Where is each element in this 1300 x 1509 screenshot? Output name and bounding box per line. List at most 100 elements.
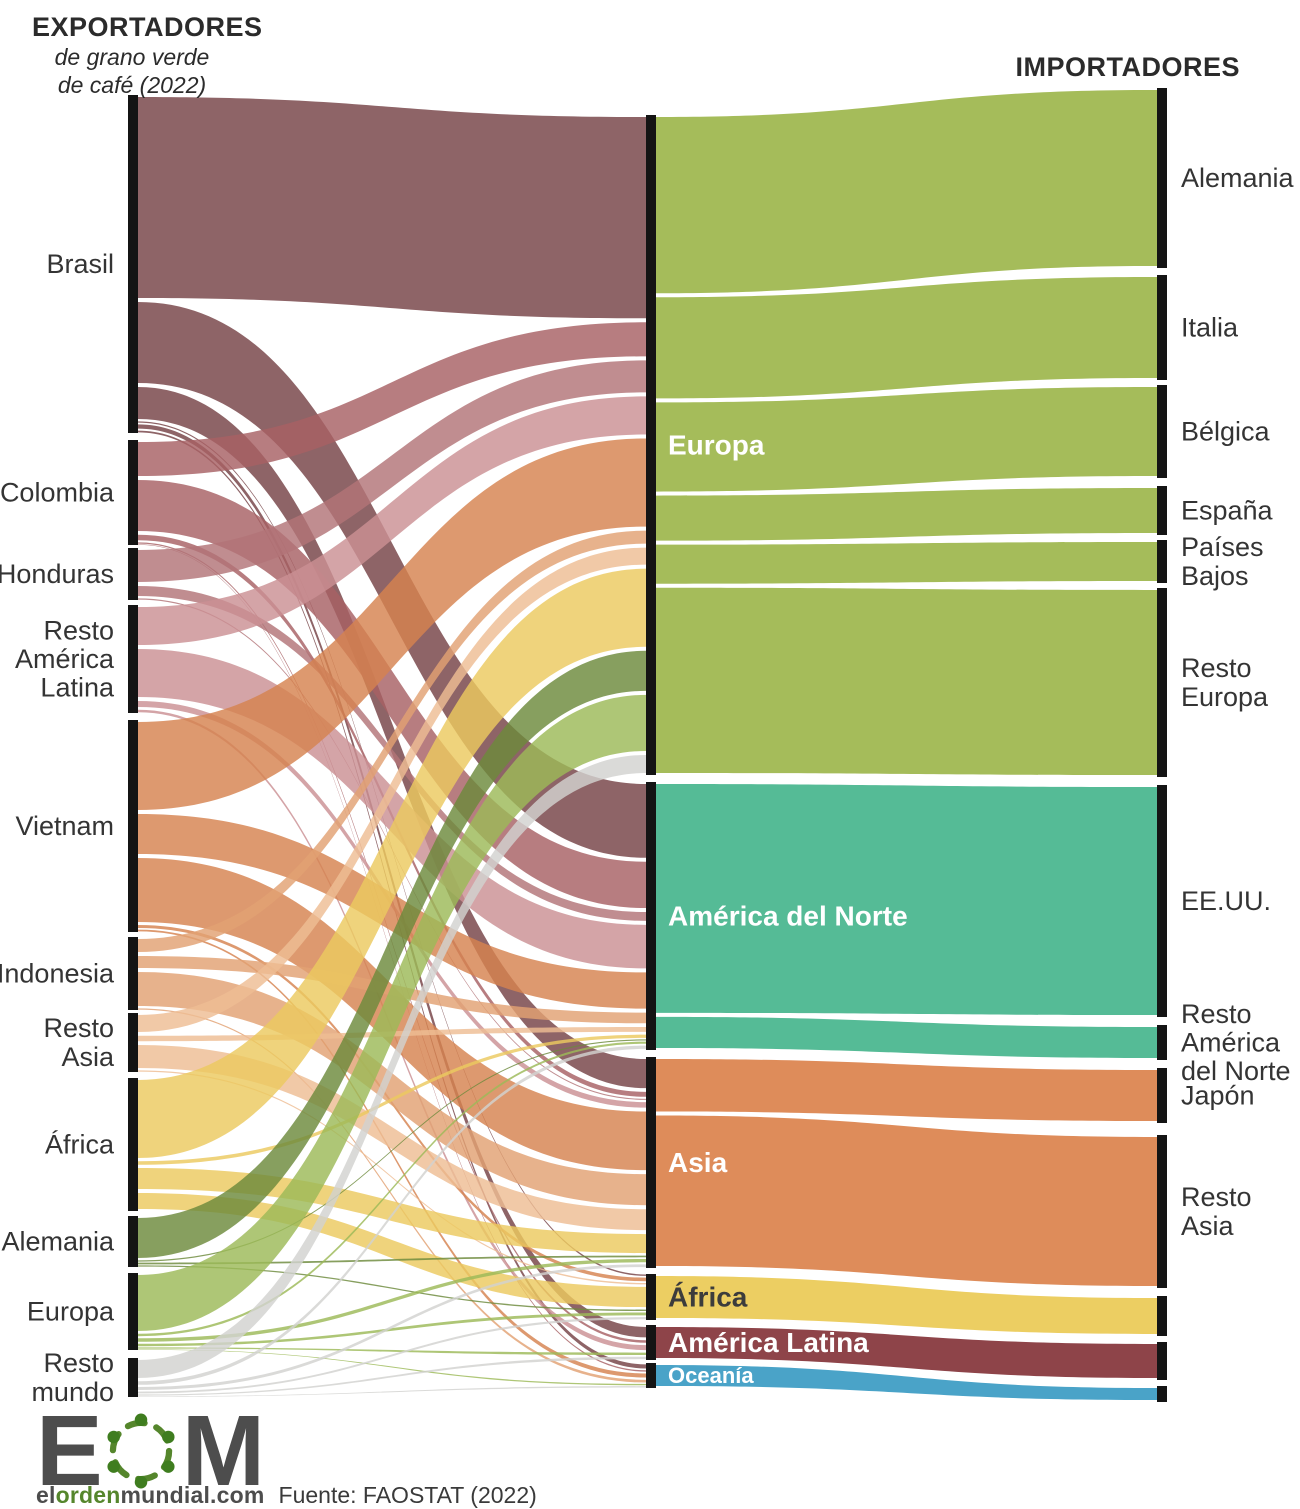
site-url: elordenmundial.com <box>36 1482 265 1508</box>
flow-europa-exp-to-america-latina <box>138 1347 646 1356</box>
label-africa-exp: África <box>45 1130 115 1160</box>
logo-o-ring-icon <box>107 1413 175 1489</box>
label-oceania: Oceanía <box>668 1363 754 1388</box>
flow-alemania-exp-to-africa <box>138 1265 646 1312</box>
node-espana <box>1157 486 1167 535</box>
flow-resto-asia-exp-to-asia <box>138 1045 646 1231</box>
flow-vietnam-to-europa <box>138 438 646 810</box>
label-africa: África <box>668 1282 748 1313</box>
site-url-highlight: orden <box>55 1482 121 1508</box>
flow-honduras-to-america-del-norte <box>138 586 646 921</box>
node-resto-america-norte <box>1157 1025 1167 1060</box>
exporters-subtitle-line1: de grano verde <box>54 44 210 70</box>
node-vietnam <box>128 720 138 932</box>
node-resto-asia-imp <box>1157 1135 1167 1288</box>
label-resto-asia-exp: Resto Asia <box>43 1013 115 1072</box>
flow-resto-mundo-to-africa <box>138 1317 646 1394</box>
label-belgica: Bélgica <box>1181 417 1271 447</box>
flow-europa-to-espana <box>656 488 1157 541</box>
node-alemania-imp <box>1157 88 1167 268</box>
label-alemania-imp: Alemania <box>1181 163 1295 193</box>
flow-indonesia-to-europa <box>138 530 646 952</box>
label-america-latina: América Latina <box>668 1327 869 1358</box>
flow-vietnam-to-oceania <box>138 929 646 1378</box>
node-asia <box>646 1057 656 1268</box>
logo-letter-e: E <box>36 1395 103 1507</box>
label-america-del-norte: América del Norte <box>668 901 908 932</box>
flow-america-latina-to-america-latina-imp <box>656 1327 1157 1378</box>
label-resto-europa: Resto Europa <box>1181 653 1269 712</box>
node-america-latina <box>646 1325 656 1360</box>
node-resto-mundo <box>128 1358 138 1397</box>
label-europa: Europa <box>668 430 765 461</box>
flow-alemania-exp-to-america-del-norte <box>138 1039 646 1262</box>
exporters-header: EXPORTADORES de grano verde de café (202… <box>32 12 263 99</box>
node-colombia <box>128 440 138 545</box>
label-vietnam: Vietnam <box>15 811 114 841</box>
node-eeuu <box>1157 785 1167 1017</box>
flow-oceania-to-oceania-imp <box>656 1365 1157 1400</box>
flow-europa-to-paises-bajos <box>656 542 1157 584</box>
footer: E M elordenmundial.com Fuente: FAOSTAT (… <box>36 1395 537 1509</box>
node-brasil <box>128 95 138 433</box>
node-japon <box>1157 1068 1167 1123</box>
flow-resto-america-latina-to-europa <box>138 396 646 645</box>
node-africa-imp <box>1157 1296 1167 1336</box>
node-america-del-norte <box>646 782 656 1050</box>
flow-africa-exp-to-america-del-norte <box>138 1034 646 1165</box>
node-indonesia <box>128 937 138 1010</box>
flow-europa-to-resto-europa <box>656 587 1157 775</box>
label-colombia: Colombia <box>0 478 115 508</box>
node-resto-america-latina <box>128 605 138 713</box>
node-alemania-exp <box>128 1216 138 1267</box>
flow-europa-exp-to-asia <box>138 1258 646 1342</box>
flow-africa-exp-to-europa <box>138 568 646 1158</box>
flow-africa-to-africa-imp <box>656 1276 1157 1334</box>
label-indonesia: Indonesia <box>0 959 115 989</box>
flow-resto-mundo-to-america-del-norte <box>138 1045 646 1385</box>
label-resto-asia-imp: Resto Asia <box>1181 1182 1252 1241</box>
flow-alemania-exp-to-europa <box>138 650 646 1258</box>
flow-resto-mundo-to-oceania <box>138 1386 646 1397</box>
flow-america-del-norte-to-resto-america-norte <box>656 1016 1157 1058</box>
exporters-subtitle-line2: de café (2022) <box>57 72 207 99</box>
flow-europa-exp-to-oceania <box>138 1349 646 1386</box>
node-oceania-imp <box>1157 1386 1167 1402</box>
label-alemania-exp: Alemania <box>1 1227 115 1257</box>
flow-resto-asia-exp-to-africa <box>138 1070 646 1285</box>
flow-resto-mundo-to-asia <box>138 1264 646 1390</box>
label-espana: España <box>1181 496 1274 526</box>
flow-vietnam-to-america-del-norte <box>138 814 646 1009</box>
label-honduras: Honduras <box>0 559 114 589</box>
logo-letter-m: M <box>181 1395 265 1507</box>
label-europa-exp: Europa <box>27 1297 115 1327</box>
flow-honduras-to-europa <box>138 360 646 582</box>
node-africa-exp <box>128 1078 138 1211</box>
flow-asia-to-japon <box>656 1059 1157 1121</box>
flow-colombia-to-europa <box>138 322 646 476</box>
flow-indonesia-to-asia <box>138 972 646 1206</box>
label-paises-bajos: Países Bajos <box>1181 532 1264 591</box>
exporters-title: EXPORTADORES <box>32 12 263 42</box>
eom-logo: E M <box>36 1395 537 1507</box>
importers-title: IMPORTADORES <box>1015 52 1240 82</box>
flow-europa-to-italia <box>656 277 1157 399</box>
source-note: Fuente: FAOSTAT (2022) <box>278 1482 537 1508</box>
node-resto-europa <box>1157 588 1167 777</box>
node-paises-bajos <box>1157 540 1167 583</box>
flow-resto-mundo-to-europa <box>138 754 646 1378</box>
label-asia: Asia <box>668 1147 728 1178</box>
node-italia <box>1157 275 1167 380</box>
flow-indonesia-to-oceania <box>138 1008 646 1383</box>
label-resto-america-latina: Resto América Latina <box>15 615 115 702</box>
node-resto-asia-exp <box>128 1013 138 1072</box>
label-resto-america-norte: Resto América del Norte <box>1181 999 1291 1086</box>
label-italia: Italia <box>1181 313 1239 343</box>
label-brasil: Brasil <box>46 249 114 279</box>
flow-colombia-to-america-del-norte <box>138 480 646 909</box>
flow-brasil-to-europa <box>138 97 646 319</box>
node-africa <box>646 1274 656 1320</box>
footer-text-row: elordenmundial.com Fuente: FAOSTAT (2022… <box>36 1482 537 1509</box>
flow-resto-mundo-to-america-latina <box>138 1356 646 1396</box>
